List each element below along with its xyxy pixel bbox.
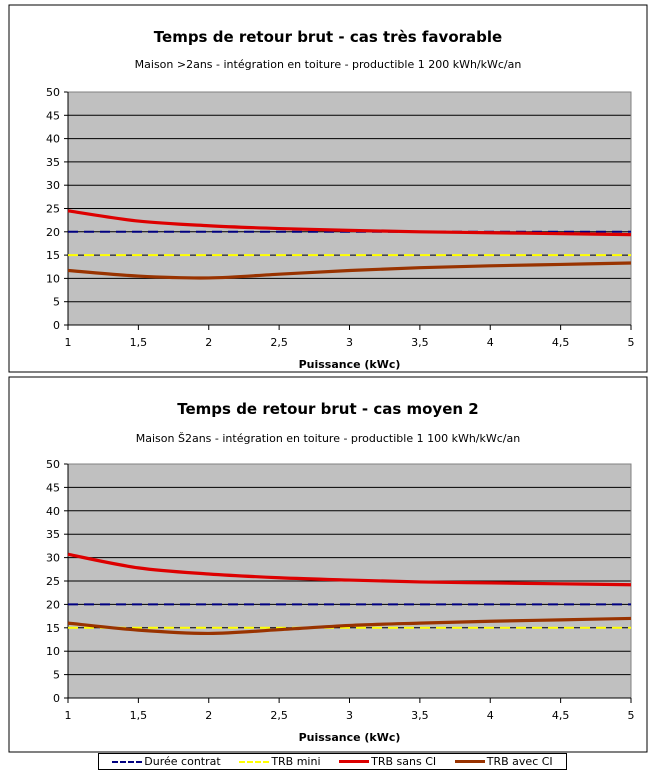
y-tick-label: 0 bbox=[53, 692, 60, 705]
legend-swatch-trb-sans-ci bbox=[339, 760, 370, 763]
legend-item-trb-mini: TRB mini bbox=[239, 755, 321, 768]
y-tick-label: 50 bbox=[46, 86, 60, 99]
x-tick-label: 5 bbox=[628, 709, 635, 722]
x-tick-label: 1,5 bbox=[130, 336, 148, 349]
x-tick-label: 1 bbox=[65, 709, 72, 722]
chart-2: Temps de retour brut - cas moyen 2 Maison… bbox=[8, 376, 648, 753]
x-tick-label: 5 bbox=[628, 336, 635, 349]
y-tick-label: 35 bbox=[46, 156, 60, 169]
y-tick-label: 5 bbox=[53, 669, 60, 682]
y-tick-label: 45 bbox=[46, 109, 60, 122]
legend-label: TRB mini bbox=[271, 755, 321, 768]
chart-1: Temps de retour brut - cas très favorabl… bbox=[8, 4, 648, 373]
y-tick-label: 45 bbox=[46, 481, 60, 494]
x-tick-label: 1,5 bbox=[130, 709, 148, 722]
x-tick-label: 4 bbox=[487, 709, 494, 722]
series-line-trb-avec-ci bbox=[67, 616, 632, 636]
y-tick-label: 15 bbox=[46, 622, 60, 635]
y-tick-label: 35 bbox=[46, 528, 60, 541]
y-tick-label: 0 bbox=[53, 319, 60, 332]
x-axis-label: Puissance (kWc) bbox=[299, 358, 401, 371]
x-tick-label: 2,5 bbox=[270, 336, 288, 349]
x-axis-label: Puissance (kWc) bbox=[299, 731, 401, 744]
x-tick-label: 3 bbox=[346, 336, 353, 349]
x-tick-label: 2 bbox=[205, 709, 212, 722]
y-tick-label: 40 bbox=[46, 133, 60, 146]
y-tick-label: 5 bbox=[53, 296, 60, 309]
x-tick-label: 1 bbox=[65, 336, 72, 349]
chart-title: Temps de retour brut - cas moyen 2 bbox=[177, 400, 478, 418]
y-tick-label: 50 bbox=[46, 458, 60, 471]
x-tick-label: 3,5 bbox=[411, 709, 429, 722]
legend-item-trb-avec-ci: TRB avec CI bbox=[454, 755, 553, 768]
chart-subtitle: Maison Š2ans - intégration en toiture - … bbox=[136, 432, 520, 445]
y-tick-label: 25 bbox=[46, 203, 60, 216]
legend-label: Durée contrat bbox=[144, 755, 221, 768]
legend-swatch-trb-avec-ci bbox=[454, 760, 485, 763]
y-tick-label: 15 bbox=[46, 249, 60, 262]
y-tick-label: 30 bbox=[46, 552, 60, 565]
y-tick-label: 40 bbox=[46, 505, 60, 518]
legend-item-duree-contrat: Durée contrat bbox=[112, 755, 221, 768]
y-tick-label: 30 bbox=[46, 179, 60, 192]
x-tick-label: 2 bbox=[205, 336, 212, 349]
series-line-trb-sans-ci bbox=[67, 209, 632, 237]
x-tick-label: 2,5 bbox=[270, 709, 288, 722]
x-tick-label: 3,5 bbox=[411, 336, 429, 349]
x-tick-label: 3 bbox=[346, 709, 353, 722]
y-tick-label: 10 bbox=[46, 645, 60, 658]
legend-swatch-duree-contrat bbox=[112, 760, 143, 763]
x-tick-label: 4,5 bbox=[552, 709, 570, 722]
chart-subtitle: Maison >2ans - intégration en toiture - … bbox=[135, 58, 522, 71]
y-tick-label: 20 bbox=[46, 598, 60, 611]
chart-legend: Durée contrat TRB mini TRB sans CI TRB a… bbox=[98, 753, 567, 770]
legend-item-trb-sans-ci: TRB sans CI bbox=[339, 755, 436, 768]
y-tick-label: 25 bbox=[46, 575, 60, 588]
legend-label: TRB sans CI bbox=[371, 755, 437, 768]
series-line-trb-avec-ci bbox=[67, 261, 632, 280]
series-line-trb-sans-ci bbox=[67, 552, 632, 587]
y-tick-label: 20 bbox=[46, 226, 60, 239]
legend-swatch-trb-mini bbox=[239, 760, 270, 763]
legend-label: TRB avec CI bbox=[486, 755, 553, 768]
y-tick-label: 10 bbox=[46, 272, 60, 285]
x-tick-label: 4,5 bbox=[552, 336, 570, 349]
x-tick-label: 4 bbox=[487, 336, 494, 349]
chart-title: Temps de retour brut - cas très favorabl… bbox=[154, 28, 502, 46]
